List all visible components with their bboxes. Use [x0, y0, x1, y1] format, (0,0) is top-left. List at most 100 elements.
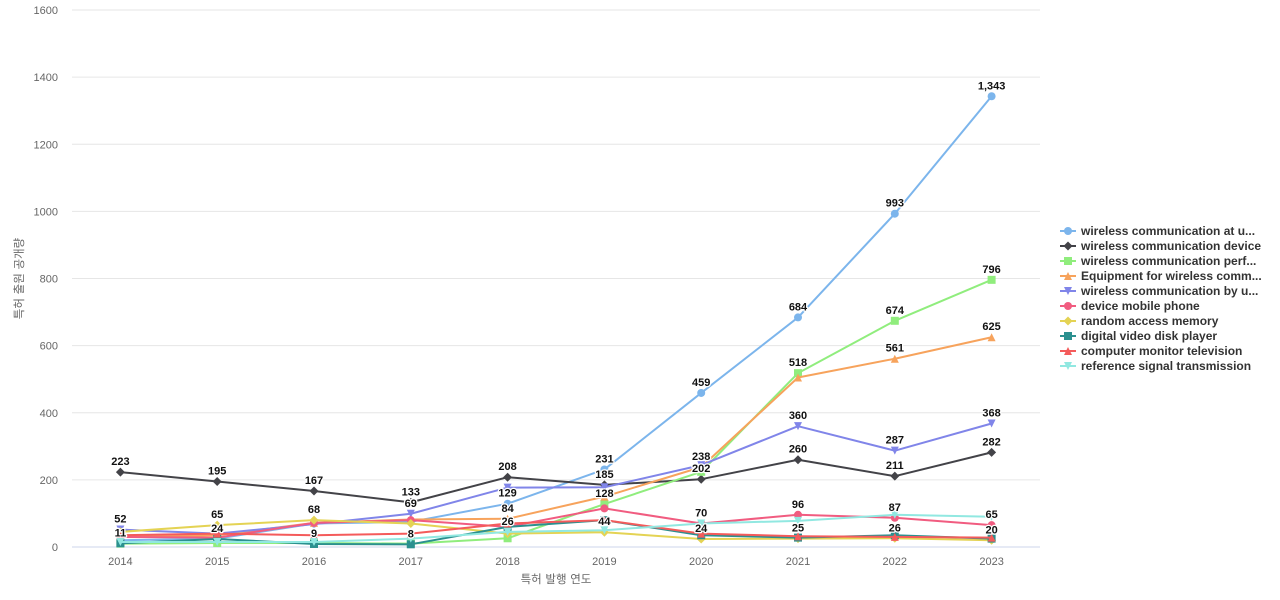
data-point[interactable] — [697, 388, 706, 397]
legend-item[interactable]: device mobile phone — [1060, 299, 1200, 313]
series-line — [119, 519, 993, 542]
data-point[interactable] — [987, 512, 996, 521]
y-tick-label: 600 — [40, 341, 58, 353]
series-lines — [115, 92, 997, 549]
data-point[interactable] — [697, 467, 706, 476]
data-point[interactable] — [212, 520, 222, 530]
data-point[interactable] — [987, 521, 996, 530]
legend-symbol — [1063, 241, 1073, 251]
data-point[interactable] — [600, 465, 609, 474]
legend-item[interactable]: wireless communication perf... — [1060, 254, 1256, 268]
data-point[interactable] — [600, 516, 609, 525]
data-point[interactable] — [600, 526, 609, 535]
data-point[interactable] — [890, 209, 899, 218]
data-point[interactable] — [890, 471, 900, 481]
data-point[interactable] — [213, 537, 222, 546]
data-label: 11 — [115, 527, 127, 539]
data-point[interactable] — [309, 515, 319, 525]
data-point[interactable] — [793, 455, 803, 465]
data-point[interactable] — [600, 504, 609, 513]
legend-item[interactable]: wireless communication by u... — [1060, 284, 1258, 298]
data-point[interactable] — [310, 537, 318, 546]
legend-item[interactable]: computer monitor television — [1060, 344, 1242, 358]
data-point[interactable] — [794, 313, 802, 322]
data-point[interactable] — [309, 486, 319, 496]
data-label: 9 — [311, 528, 317, 540]
data-label: 561 — [886, 343, 904, 355]
x-tick-label: 2014 — [108, 556, 132, 568]
data-point[interactable] — [890, 532, 899, 541]
series-4 — [116, 419, 996, 538]
data-label: 84 — [501, 503, 514, 515]
data-point[interactable] — [987, 533, 996, 542]
y-tick-label: 1000 — [34, 206, 58, 218]
data-label: 69 — [405, 498, 417, 510]
legend-label: wireless communication device — [1080, 239, 1261, 253]
data-point[interactable] — [890, 446, 899, 455]
legend-symbol — [1064, 332, 1072, 340]
data-label: 167 — [305, 475, 323, 487]
data-point[interactable] — [503, 534, 512, 543]
data-point[interactable] — [987, 92, 996, 101]
legend-item[interactable]: wireless communication at u... — [1060, 224, 1255, 238]
data-point[interactable] — [794, 532, 802, 541]
data-point[interactable] — [890, 510, 899, 519]
x-tick-label: 2022 — [883, 556, 907, 568]
data-point[interactable] — [503, 499, 512, 508]
data-point[interactable] — [503, 483, 512, 492]
data-label: 684 — [789, 301, 808, 313]
data-point[interactable] — [987, 447, 997, 457]
data-point[interactable] — [600, 492, 609, 501]
data-point[interactable] — [987, 333, 996, 342]
data-point[interactable] — [794, 369, 802, 378]
data-point[interactable] — [794, 516, 802, 525]
legend-item[interactable]: wireless communication device — [1060, 239, 1261, 253]
data-label: 231 — [595, 453, 613, 465]
data-point[interactable] — [406, 534, 415, 543]
legend-item[interactable]: digital video disk player — [1060, 329, 1217, 343]
data-point[interactable] — [406, 519, 416, 529]
data-point[interactable] — [794, 373, 802, 382]
data-point[interactable] — [794, 510, 802, 519]
data-point[interactable] — [503, 527, 512, 536]
grid-lines — [72, 9, 1040, 548]
data-point[interactable] — [697, 461, 706, 470]
legend-item[interactable]: reference signal transmission — [1060, 359, 1251, 373]
data-label: 518 — [789, 357, 807, 369]
data-point[interactable] — [406, 540, 415, 549]
y-tick-label: 0 — [52, 542, 58, 554]
data-point[interactable] — [987, 275, 996, 284]
data-point[interactable] — [503, 514, 512, 523]
x-tick-label: 2023 — [979, 556, 1003, 568]
data-point[interactable] — [987, 419, 996, 428]
data-label: 360 — [789, 410, 807, 422]
data-point[interactable] — [116, 531, 125, 540]
data-label: 674 — [886, 305, 905, 317]
data-point[interactable] — [890, 354, 899, 363]
data-point[interactable] — [600, 483, 609, 492]
legend-symbol — [1064, 302, 1072, 310]
data-point[interactable] — [115, 467, 125, 477]
data-point[interactable] — [406, 497, 416, 507]
data-point[interactable] — [310, 531, 318, 540]
data-point[interactable] — [600, 500, 609, 509]
data-point[interactable] — [696, 474, 706, 484]
data-label: 287 — [886, 435, 904, 447]
data-label: 282 — [982, 436, 1000, 448]
data-label: 625 — [982, 321, 1000, 333]
data-point[interactable] — [406, 509, 415, 518]
data-point[interactable] — [503, 472, 513, 482]
legend-item[interactable]: random access memory — [1060, 314, 1219, 328]
data-label: 24 — [211, 523, 224, 535]
legend-item[interactable]: Equipment for wireless comm... — [1060, 269, 1262, 283]
data-point[interactable] — [697, 529, 706, 538]
data-point[interactable] — [890, 316, 899, 325]
series-1 — [115, 447, 997, 507]
data-point[interactable] — [213, 529, 222, 538]
data-point[interactable] — [116, 537, 125, 546]
data-point[interactable] — [794, 422, 802, 431]
data-point[interactable] — [503, 519, 512, 528]
data-point[interactable] — [212, 477, 222, 487]
legend-label: reference signal transmission — [1081, 359, 1251, 373]
data-point[interactable] — [697, 519, 706, 528]
